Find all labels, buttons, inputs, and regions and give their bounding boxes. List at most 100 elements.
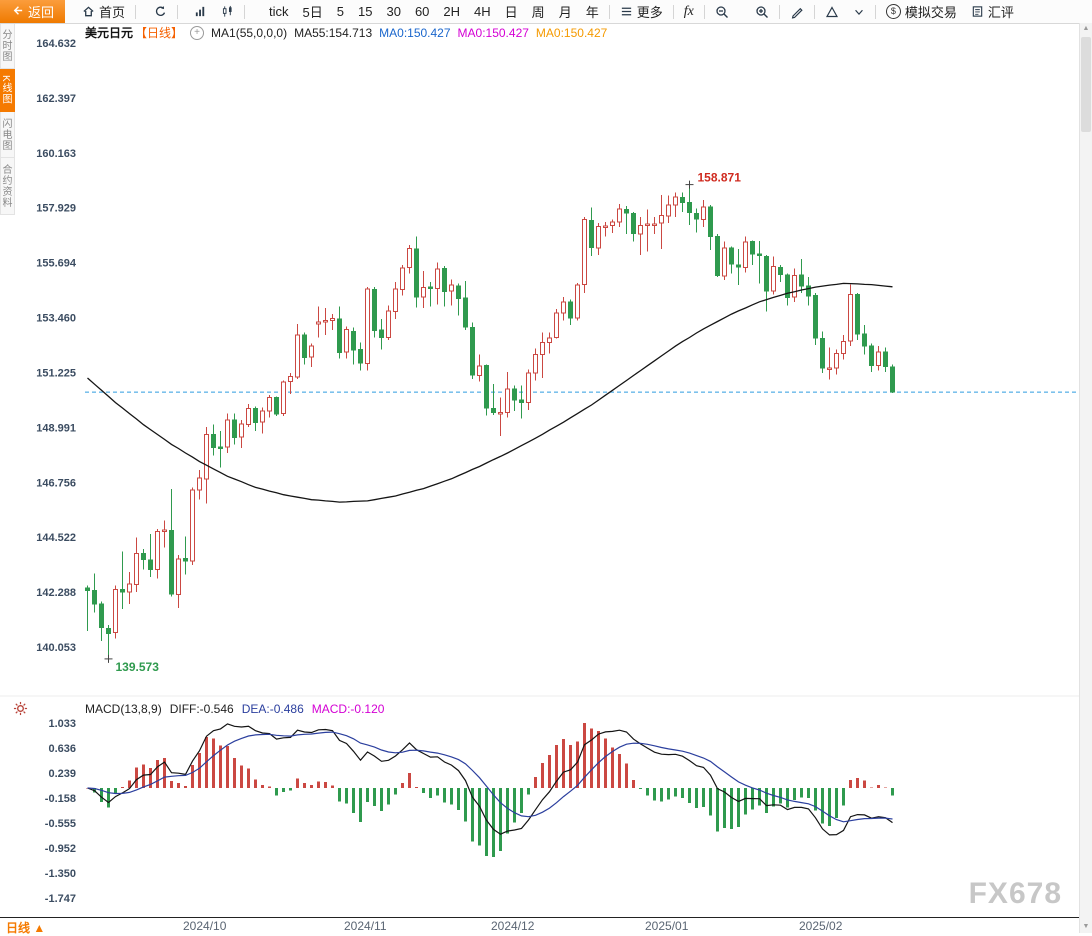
period-button[interactable]: 2H	[443, 4, 461, 19]
period-button[interactable]: 5日	[302, 5, 323, 20]
vertical-scrollbar[interactable]: ▲ ▼	[1079, 23, 1092, 933]
dea-line	[87, 731, 893, 823]
zoom-in-icon	[755, 5, 769, 19]
refresh-button[interactable]	[147, 0, 174, 23]
period-button[interactable]: 周	[531, 5, 545, 20]
toolbar-separator	[244, 4, 246, 19]
ma0-magenta-value: MA0:150.427	[457, 25, 529, 40]
y-axis-label: 164.632	[36, 38, 76, 50]
back-arrow-icon	[11, 4, 24, 20]
ma0-blue-value: MA0:150.427	[379, 25, 451, 40]
period-tab-daily[interactable]: 日线 ▲	[6, 921, 46, 935]
y-axis-label: 155.694	[36, 258, 77, 270]
bar-chart-icon	[194, 5, 207, 18]
period-button[interactable]: 30	[386, 4, 401, 19]
candlestick-chart-button[interactable]	[214, 0, 241, 23]
draw-button[interactable]	[783, 0, 811, 23]
y-axis-label: 151.225	[36, 367, 76, 379]
y-axis-label: 140.053	[36, 642, 76, 654]
period-button[interactable]: 年	[585, 5, 599, 20]
sidebar-item-lightning-chart[interactable]: 闪电图	[0, 111, 15, 158]
scroll-down-icon[interactable]: ▼	[1082, 923, 1090, 930]
macd-axis-label: -0.555	[45, 818, 76, 830]
expand-tools-button[interactable]	[846, 0, 872, 23]
diff-line	[87, 723, 893, 836]
macd-axis-label: -1.747	[45, 893, 76, 905]
menu-icon	[620, 5, 633, 18]
sim-trading-button[interactable]: $ 模拟交易	[879, 0, 964, 23]
date-label: 2024/11	[344, 919, 387, 933]
more-button[interactable]: 更多	[613, 0, 670, 23]
home-icon	[82, 5, 95, 18]
macd-axis-label: -0.158	[45, 793, 76, 805]
period-button[interactable]: 5	[336, 4, 344, 19]
zoom-in-button[interactable]	[748, 0, 776, 23]
ma55-value: MA55:154.713	[294, 25, 373, 40]
period-button[interactable]: 15	[358, 4, 373, 19]
period-tag: 【日线】	[135, 26, 184, 40]
date-label: 2024/12	[491, 919, 535, 933]
macd-axis-label: 1.033	[48, 718, 76, 730]
home-button[interactable]: 首页	[75, 0, 132, 23]
period-button[interactable]: 4H	[474, 4, 491, 19]
scrollbar-thumb[interactable]	[1081, 37, 1091, 132]
y-axis-label: 144.522	[36, 532, 76, 544]
bottom-bar: 日线 ▲ 2024/10 2024/11 2024/12 2025/01 2025/02	[0, 917, 1092, 935]
pencil-icon	[790, 5, 804, 19]
scroll-up-icon[interactable]: ▲	[1082, 25, 1090, 32]
refresh-icon	[154, 5, 167, 18]
dollar-icon: $	[885, 4, 901, 19]
toolbar-separator	[608, 4, 610, 19]
zoom-out-icon	[715, 5, 729, 19]
sim-trading-label: 模拟交易	[904, 5, 957, 20]
sidebar-item-kline-chart[interactable]: K线图	[0, 69, 15, 112]
shapes-button[interactable]	[818, 0, 846, 23]
y-axis-label: 160.163	[36, 148, 76, 160]
triangle-up-icon: ▲	[33, 921, 46, 935]
toolbar-separator	[703, 4, 705, 19]
tick-button[interactable]: tick	[269, 4, 289, 19]
dea-value: DEA:-0.486	[241, 702, 304, 716]
ma55-line	[87, 282, 893, 503]
sidebar-item-contract-info[interactable]: 合约资料	[0, 157, 15, 215]
macd-axis-label: 0.636	[48, 743, 76, 755]
expand-icon[interactable]: +	[190, 25, 205, 40]
toolbar-separator	[672, 4, 674, 19]
toolbar: 返回 首页 tick 5日 5 15 30 60 2H 4H 日周月年	[0, 0, 1092, 24]
macd-axis-label: -1.350	[45, 868, 76, 880]
period-buttons: 5日 5 15 30 60 2H 4H 日周月年	[296, 0, 606, 23]
low-annotation: 139.573	[116, 660, 160, 674]
fx-review-button[interactable]: 汇评	[964, 0, 1021, 23]
back-button-label: 返回	[28, 5, 55, 20]
doc-icon	[971, 5, 984, 18]
sidebar-item-timeshare-chart[interactable]: 分时图	[0, 23, 15, 69]
symbol-title: 美元日元	[85, 26, 134, 40]
macd-axis-label: -0.952	[45, 843, 76, 855]
fx-indicators-button[interactable]: fx	[683, 3, 694, 19]
y-axis-label: 146.756	[36, 477, 76, 489]
ma0-orange-value: MA0:150.427	[535, 25, 608, 40]
zoom-out-button[interactable]	[708, 0, 736, 23]
y-axis-label: 142.288	[36, 587, 76, 599]
toolbar-separator	[177, 4, 179, 19]
candlestick-chart-icon	[221, 5, 234, 18]
indicator-settings-icon[interactable]	[13, 701, 28, 721]
period-button[interactable]: 月	[558, 5, 572, 20]
back-button[interactable]: 返回	[0, 0, 66, 23]
toolbar-separator	[813, 4, 815, 19]
fx678-watermark: FX678	[968, 877, 1062, 910]
more-button-label: 更多	[636, 5, 663, 20]
chevron-down-icon	[853, 6, 865, 18]
y-axis-label: 153.460	[36, 313, 76, 325]
date-label: 2025/01	[645, 919, 689, 933]
bar-chart-button[interactable]	[187, 0, 214, 23]
macd-axis-label: 0.239	[48, 768, 76, 780]
period-button[interactable]: 60	[414, 4, 430, 19]
toolbar-separator	[874, 4, 876, 19]
high-annotation: 158.871	[698, 171, 742, 185]
period-button[interactable]: 日	[504, 5, 518, 20]
diff-value: DIFF:-0.546	[169, 702, 234, 716]
candles-layer	[85, 184, 895, 659]
triangle-icon	[825, 5, 839, 19]
